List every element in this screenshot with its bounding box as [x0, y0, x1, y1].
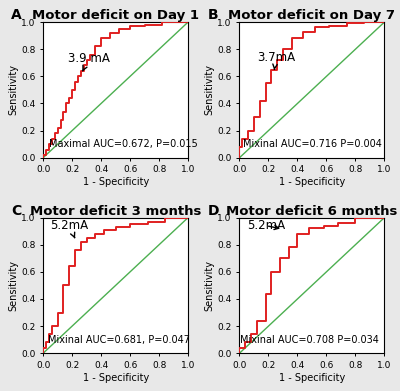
Title: Motor deficit 3 months: Motor deficit 3 months	[30, 204, 201, 217]
X-axis label: 1 - Specificity: 1 - Specificity	[279, 177, 345, 187]
Title: Motor deficit on Day 1: Motor deficit on Day 1	[32, 9, 199, 22]
Text: D: D	[208, 204, 219, 218]
X-axis label: 1 - Specificity: 1 - Specificity	[82, 373, 149, 383]
Title: Motor deficit on Day 7: Motor deficit on Day 7	[228, 9, 396, 22]
Text: 5.2mA: 5.2mA	[247, 219, 285, 232]
Text: C: C	[11, 204, 22, 218]
Text: Mixinal AUC=0.716 P=0.004: Mixinal AUC=0.716 P=0.004	[242, 139, 382, 149]
Y-axis label: Sensitivity: Sensitivity	[8, 260, 18, 311]
Text: Mixinal AUC=0.681, P=0.047: Mixinal AUC=0.681, P=0.047	[48, 335, 190, 345]
X-axis label: 1 - Specificity: 1 - Specificity	[82, 177, 149, 187]
Text: 3.9 mA: 3.9 mA	[68, 52, 110, 71]
Text: Maximal AUC=0.672, P=0.015: Maximal AUC=0.672, P=0.015	[48, 139, 197, 149]
Title: Motor deficit 6 months: Motor deficit 6 months	[226, 204, 398, 217]
Y-axis label: Sensitivity: Sensitivity	[205, 260, 215, 311]
Y-axis label: Sensitivity: Sensitivity	[8, 65, 18, 115]
Text: 5.2mA: 5.2mA	[50, 219, 88, 238]
Text: 3.7mA: 3.7mA	[257, 51, 295, 70]
Text: Mixinal AUC=0.708 P=0.034: Mixinal AUC=0.708 P=0.034	[240, 335, 378, 345]
Text: B: B	[208, 9, 218, 22]
Text: A: A	[11, 9, 22, 22]
X-axis label: 1 - Specificity: 1 - Specificity	[279, 373, 345, 383]
Y-axis label: Sensitivity: Sensitivity	[205, 65, 215, 115]
